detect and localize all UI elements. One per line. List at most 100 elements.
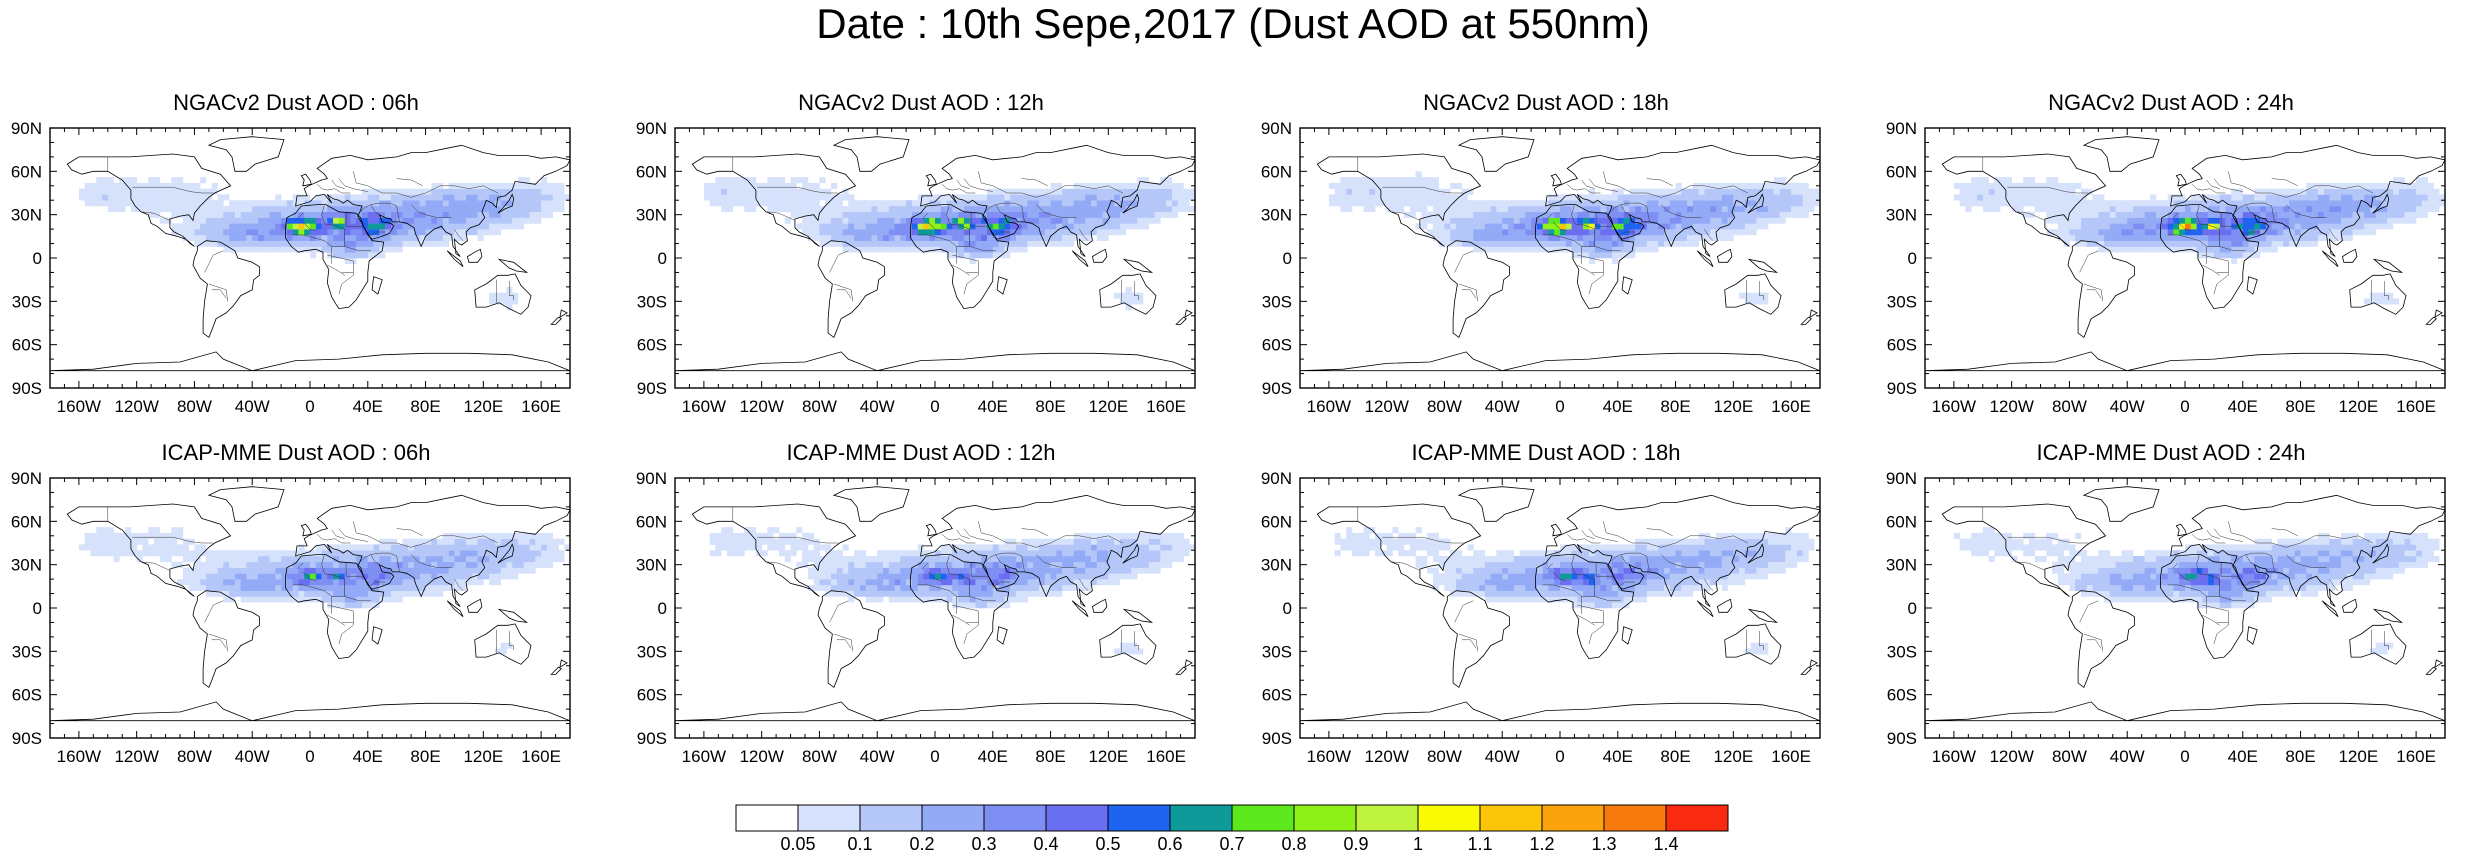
map-frame bbox=[1299, 477, 1821, 739]
lat-tick-label: 60N bbox=[11, 162, 42, 181]
lon-tick-label: 120W bbox=[1364, 397, 1408, 416]
lon-tick-label: 120E bbox=[1713, 747, 1753, 766]
lon-tick-label: 80W bbox=[802, 397, 837, 416]
colorbar-swatch bbox=[1603, 804, 1667, 832]
lat-tick-label: 0 bbox=[33, 599, 42, 618]
coastlines bbox=[674, 136, 1196, 372]
lat-tick-label: 0 bbox=[658, 599, 667, 618]
lat-tick-label: 60N bbox=[636, 512, 667, 531]
panel-title: ICAP-MME Dust AOD : 18h bbox=[1411, 440, 1681, 465]
map-panel-icap-12h: ICAP-MME Dust AOD : 12h 160W 120W 80W 40W 0 40… bbox=[631, 440, 1211, 790]
map-plot: 160W 120W 80W 40W 0 40E 80E 120E 160E 90N 60N 30N 0 3… bbox=[11, 469, 571, 766]
coastlines bbox=[674, 486, 1196, 722]
lon-tick-label: 80E bbox=[410, 397, 440, 416]
lon-tick-label: 0 bbox=[930, 747, 939, 766]
lat-tick-label: 0 bbox=[1283, 249, 1292, 268]
lon-tick-label: 80W bbox=[1427, 747, 1462, 766]
lat-tick-label: 90S bbox=[1262, 379, 1292, 398]
colorbar-legend: 0.05 0.1 0.2 0.3 0.4 0.5 0.6 0.7 0.8 0.9 1 1.1 1.2 1.… bbox=[735, 804, 1729, 854]
lon-tick-label: 80W bbox=[177, 397, 212, 416]
lat-tick-label: 30S bbox=[637, 292, 667, 311]
lon-tick-label: 160W bbox=[1307, 397, 1351, 416]
lat-tick-label: 90N bbox=[11, 469, 42, 488]
colorbar-swatch bbox=[1541, 804, 1605, 832]
dust-aod-field bbox=[1334, 527, 1815, 655]
colorbar-label: 0.5 bbox=[1095, 834, 1120, 854]
lon-tick-label: 160W bbox=[1307, 747, 1351, 766]
map-plot: 160W 120W 80W 40W 0 40E 80E 120E 160E 90N 60N 30N 0 3… bbox=[1261, 469, 1821, 766]
map-panel-icap-24h: ICAP-MME Dust AOD : 24h 160W 120W 80W 40W 0 40… bbox=[1881, 440, 2461, 790]
coastlines bbox=[1299, 136, 1821, 372]
lon-tick-label: 160E bbox=[1146, 397, 1186, 416]
lon-tick-label: 120E bbox=[463, 397, 503, 416]
lat-tick-label: 90N bbox=[1886, 469, 1917, 488]
colorbar-swatch bbox=[1293, 804, 1357, 832]
lon-tick-label: 80W bbox=[2052, 397, 2087, 416]
axis-ticks bbox=[1299, 477, 1821, 739]
lon-tick-label: 160W bbox=[57, 397, 101, 416]
map-frame bbox=[674, 127, 1196, 389]
lat-tick-label: 90S bbox=[1887, 729, 1917, 748]
lat-tick-label: 60S bbox=[1887, 686, 1917, 705]
lat-tick-label: 30N bbox=[1886, 556, 1917, 575]
axis-ticks bbox=[674, 477, 1196, 739]
map-panel-ngac-12h: NGACv2 Dust AOD : 12h 160W 120W 80W 40W 0 40E 8… bbox=[631, 90, 1211, 440]
colorbar-label: 1 bbox=[1413, 834, 1423, 854]
colorbar-swatch bbox=[1045, 804, 1109, 832]
lat-tick-label: 60S bbox=[1887, 336, 1917, 355]
colorbar-label: 1.1 bbox=[1467, 834, 1492, 854]
colorbar-swatch bbox=[859, 804, 923, 832]
lon-tick-label: 40W bbox=[860, 397, 895, 416]
page-title: Date : 10th Sepe,2017 (Dust AOD at 550nm… bbox=[816, 0, 1650, 47]
colorbar-swatch bbox=[1107, 804, 1171, 832]
lon-tick-label: 40E bbox=[1603, 747, 1633, 766]
panel-title: NGACv2 Dust AOD : 06h bbox=[173, 90, 419, 115]
coastlines bbox=[1924, 486, 2446, 722]
lon-tick-label: 80E bbox=[1035, 397, 1065, 416]
lat-tick-label: 60N bbox=[1261, 162, 1292, 181]
lat-tick-label: 60S bbox=[637, 336, 667, 355]
lon-tick-label: 40E bbox=[978, 397, 1008, 416]
lon-tick-label: 80E bbox=[2285, 397, 2315, 416]
colorbar-label: 0.05 bbox=[780, 834, 815, 854]
map-plot: 160W 120W 80W 40W 0 40E 80E 120E 160E 90N 60N 30N 0 3… bbox=[1886, 469, 2446, 766]
lat-tick-label: 30S bbox=[12, 642, 42, 661]
lat-tick-label: 60S bbox=[637, 686, 667, 705]
lon-tick-label: 0 bbox=[305, 397, 314, 416]
dust-aod-field bbox=[1953, 527, 2440, 655]
lat-tick-label: 90N bbox=[636, 469, 667, 488]
axis-ticks bbox=[1924, 127, 2446, 389]
lat-tick-label: 60N bbox=[11, 512, 42, 531]
colorbar-swatch bbox=[1231, 804, 1295, 832]
colorbar-swatch bbox=[1169, 804, 1233, 832]
lon-tick-label: 0 bbox=[1555, 747, 1564, 766]
colorbar-label: 0.3 bbox=[971, 834, 996, 854]
colorbar-label: 0.1 bbox=[847, 834, 872, 854]
lon-tick-label: 40W bbox=[2110, 397, 2145, 416]
colorbar-label: 0.4 bbox=[1033, 834, 1058, 854]
colorbar-swatch bbox=[983, 804, 1047, 832]
dust-aod-field bbox=[703, 177, 1196, 311]
lon-tick-label: 80E bbox=[1660, 397, 1690, 416]
dust-aod-field bbox=[1328, 171, 1821, 305]
lon-tick-label: 160W bbox=[682, 747, 726, 766]
lon-tick-label: 0 bbox=[930, 397, 939, 416]
lat-tick-label: 90S bbox=[12, 729, 42, 748]
coastlines bbox=[49, 486, 571, 722]
panel-title: ICAP-MME Dust AOD : 06h bbox=[161, 440, 431, 465]
lon-tick-label: 120E bbox=[1088, 747, 1128, 766]
lon-tick-label: 80W bbox=[802, 747, 837, 766]
lon-tick-label: 160W bbox=[57, 747, 101, 766]
lat-tick-label: 60N bbox=[1886, 512, 1917, 531]
lon-tick-label: 80W bbox=[177, 747, 212, 766]
lon-tick-label: 120E bbox=[2338, 747, 2378, 766]
panel-title: ICAP-MME Dust AOD : 12h bbox=[786, 440, 1056, 465]
lon-tick-label: 40W bbox=[1485, 397, 1520, 416]
map-panel-ngac-18h: NGACv2 Dust AOD : 18h 160W 120W 80W 40W 0 40E 8… bbox=[1256, 90, 1836, 440]
map-plot: 160W 120W 80W 40W 0 40E 80E 120E 160E 90N 60N 30N 0 3… bbox=[1261, 119, 1821, 416]
colorbar-swatch bbox=[1479, 804, 1543, 832]
map-frame bbox=[674, 477, 1196, 739]
colorbar-label: 0.8 bbox=[1281, 834, 1306, 854]
lat-tick-label: 30S bbox=[1887, 642, 1917, 661]
lon-tick-label: 40E bbox=[353, 397, 383, 416]
